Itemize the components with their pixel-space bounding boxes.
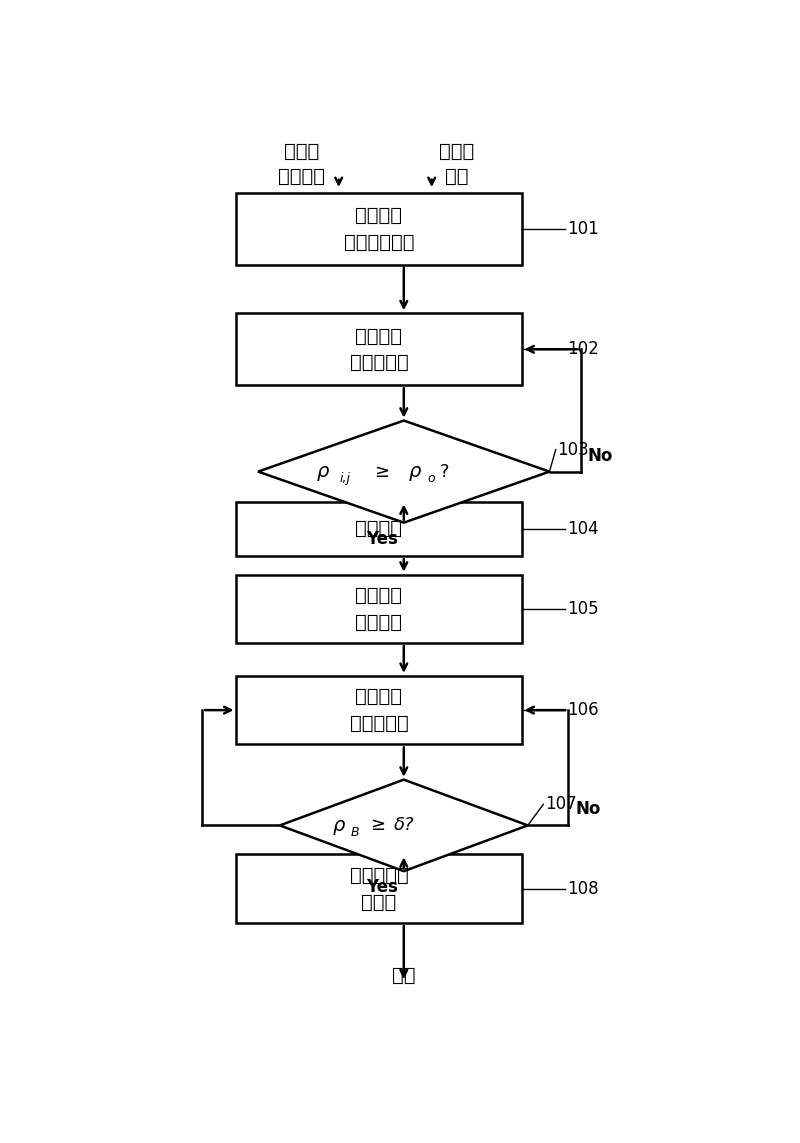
Text: 新用户
申请接入: 新用户 申请接入 <box>278 142 325 185</box>
Bar <box>237 575 522 644</box>
Text: 自适应分配
正交码: 自适应分配 正交码 <box>350 866 408 911</box>
Text: ?: ? <box>439 463 449 480</box>
Text: ρ: ρ <box>333 816 345 834</box>
Text: 101: 101 <box>567 219 598 238</box>
Text: 106: 106 <box>567 701 598 719</box>
Text: 波束赋形
分区覆盖: 波束赋形 分区覆盖 <box>355 586 402 632</box>
Text: Yes: Yes <box>366 878 398 896</box>
Text: 105: 105 <box>567 600 598 618</box>
Text: 107: 107 <box>545 796 577 814</box>
Text: ρ: ρ <box>317 462 330 481</box>
Text: i,j: i,j <box>339 472 350 485</box>
Text: 实时计算
用户相关性: 实时计算 用户相关性 <box>350 327 408 371</box>
Text: Yes: Yes <box>366 529 398 547</box>
Bar <box>237 313 522 385</box>
Text: 102: 102 <box>567 341 598 358</box>
Polygon shape <box>258 421 550 522</box>
Polygon shape <box>280 780 528 871</box>
Bar <box>237 855 522 924</box>
Text: 108: 108 <box>567 880 598 897</box>
Text: 103: 103 <box>558 440 590 458</box>
Text: B: B <box>351 826 360 839</box>
Text: 用户分组: 用户分组 <box>355 519 402 538</box>
Text: δ?: δ? <box>394 816 414 834</box>
Text: 实时估计
用户空间信息: 实时估计 用户空间信息 <box>344 206 414 251</box>
Text: No: No <box>575 800 601 818</box>
Bar <box>237 193 522 265</box>
Text: No: No <box>588 447 614 464</box>
Text: ≥: ≥ <box>374 463 390 480</box>
Text: o: o <box>428 472 435 485</box>
Text: 实时检测
波束相关性: 实时检测 波束相关性 <box>350 687 408 733</box>
Text: 104: 104 <box>567 520 598 538</box>
Text: ≥: ≥ <box>370 816 386 834</box>
Bar <box>237 676 522 744</box>
Bar <box>237 502 522 557</box>
Text: 已接入
用户: 已接入 用户 <box>439 142 474 185</box>
Text: 结束: 结束 <box>392 966 415 984</box>
Text: ρ: ρ <box>409 462 421 481</box>
